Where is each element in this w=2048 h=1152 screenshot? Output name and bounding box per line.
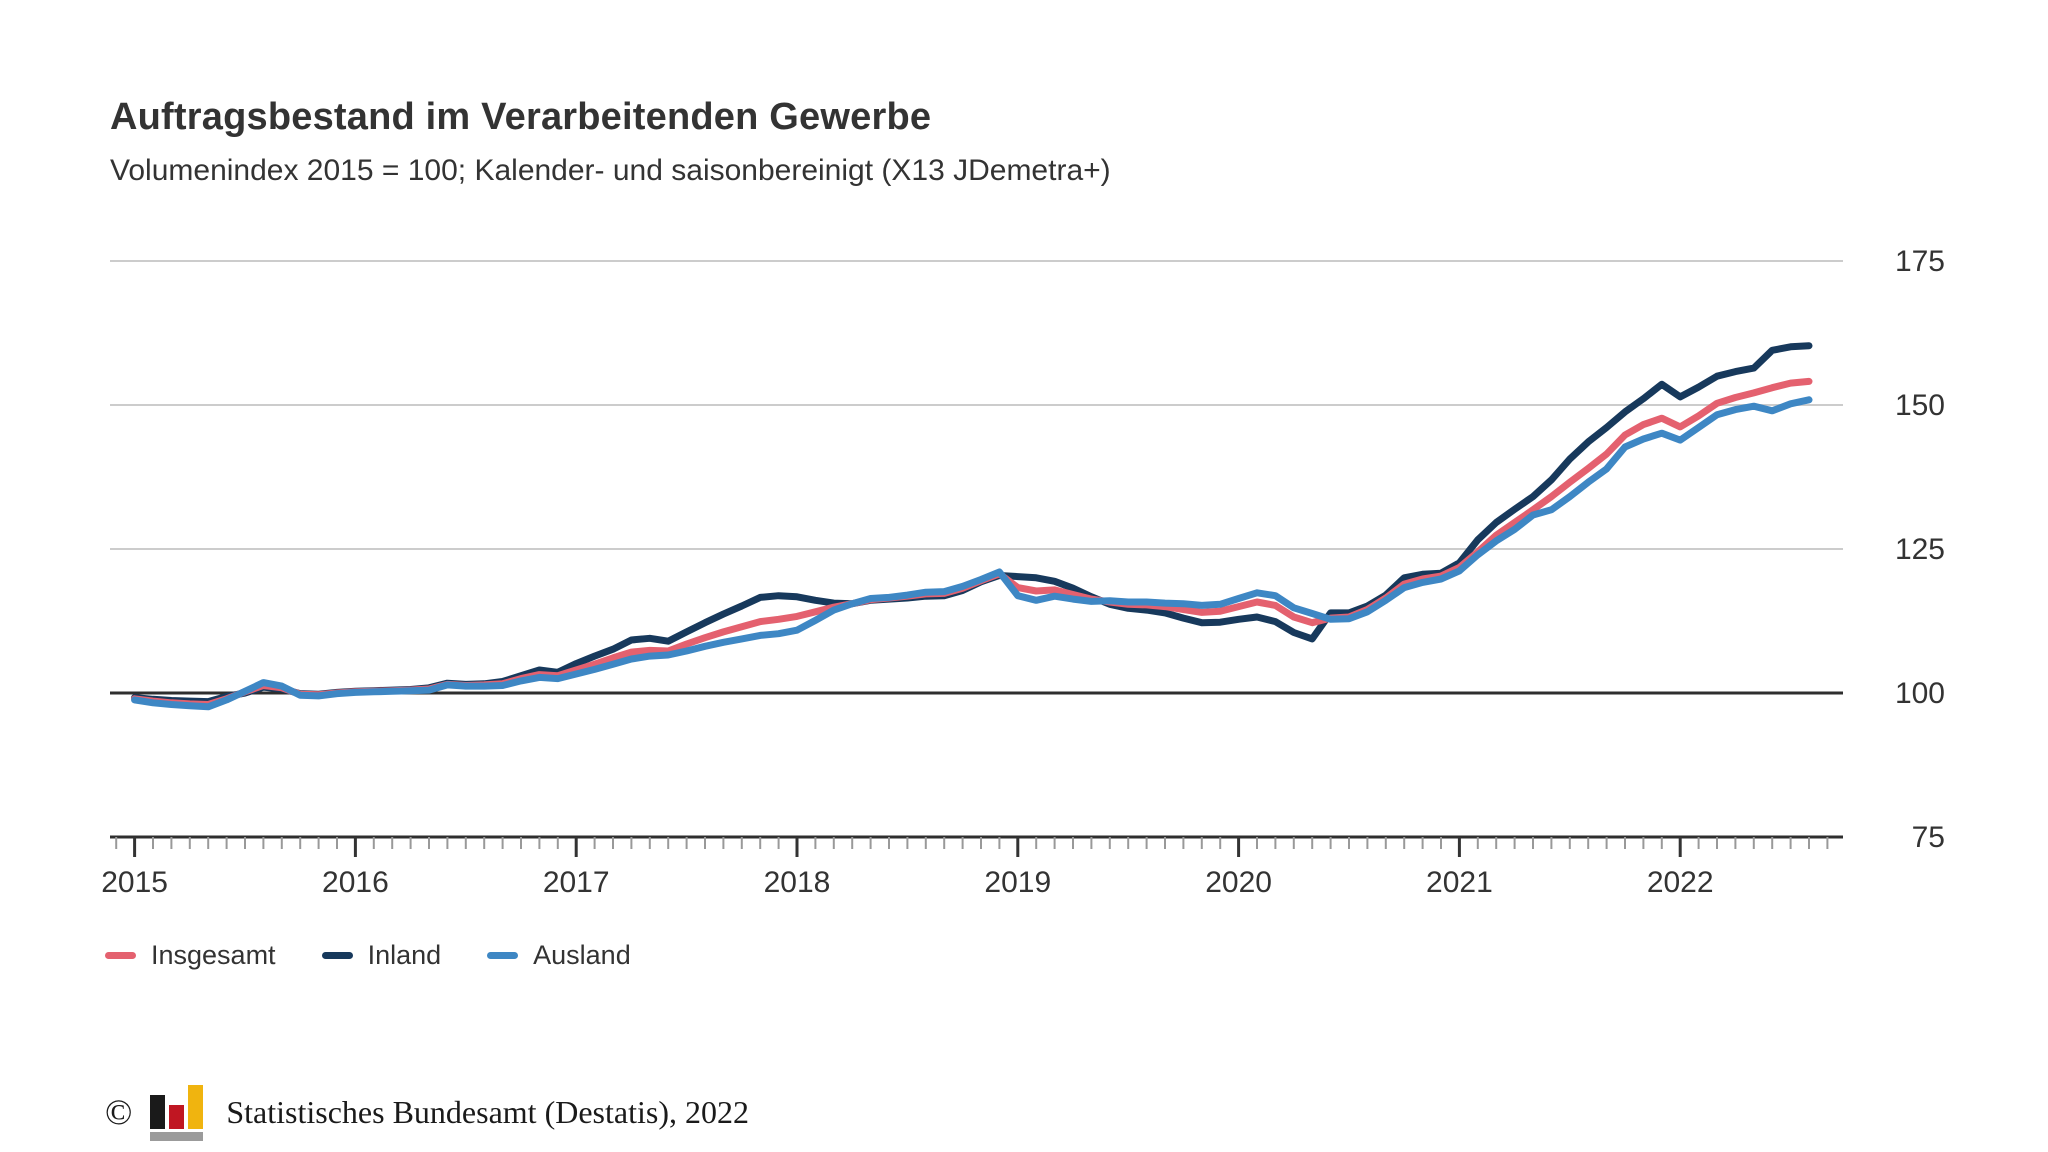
chart-subtitle: Volumenindex 2015 = 100; Kalender- und s… xyxy=(110,154,1111,187)
logo-bar-red xyxy=(169,1105,185,1129)
series-line-inland xyxy=(131,342,1813,706)
legend-item-insgesamt: Insgesamt xyxy=(105,940,276,971)
chart-title: Auftragsbestand im Verarbeitenden Gewerb… xyxy=(110,96,932,138)
legend-label-ausland: Ausland xyxy=(533,940,631,970)
source-attribution: © Statistisches Bundesamt (Destatis), 20… xyxy=(105,1080,749,1144)
logo-base xyxy=(150,1132,204,1141)
insgesamt-line-swatch-icon xyxy=(105,952,136,959)
series-line-ausland xyxy=(131,396,1813,711)
y-axis-label-75: 75 xyxy=(1912,821,1945,854)
legend-label-insgesamt: Insgesamt xyxy=(151,940,276,970)
y-axis-label-150: 150 xyxy=(1895,389,1945,422)
y-axis-label-100: 100 xyxy=(1895,677,1945,710)
legend-item-ausland: Ausland xyxy=(487,940,631,971)
x-axis-year-label-2015: 2015 xyxy=(101,866,168,899)
destatis-logo-icon xyxy=(150,1083,208,1141)
x-axis-year-label-2021: 2021 xyxy=(1426,866,1493,899)
x-axis-year-label-2016: 2016 xyxy=(322,866,389,899)
y-axis-label-175: 175 xyxy=(1895,245,1945,278)
x-axis-year-label-2018: 2018 xyxy=(764,866,831,899)
logo-bar-black xyxy=(150,1095,166,1129)
x-axis-year-label-2022: 2022 xyxy=(1647,866,1714,899)
series-line-insgesamt xyxy=(131,377,1813,708)
x-axis-year-label-2017: 2017 xyxy=(543,866,610,899)
y-axis-label-125: 125 xyxy=(1895,533,1945,566)
legend-item-inland: Inland xyxy=(321,940,442,971)
inland-line-swatch-icon xyxy=(321,952,353,959)
copyright-symbol: © xyxy=(105,1092,133,1132)
ausland-line-swatch-icon xyxy=(487,952,519,959)
logo-bar-gold xyxy=(188,1085,204,1129)
x-axis-year-label-2019: 2019 xyxy=(984,866,1051,899)
x-axis-year-label-2020: 2020 xyxy=(1205,866,1272,899)
source-text: Statistisches Bundesamt (Destatis), 2022 xyxy=(226,1093,749,1130)
legend-label-inland: Inland xyxy=(367,940,442,970)
chart-legend: Insgesamt Inland Ausland xyxy=(105,940,631,971)
